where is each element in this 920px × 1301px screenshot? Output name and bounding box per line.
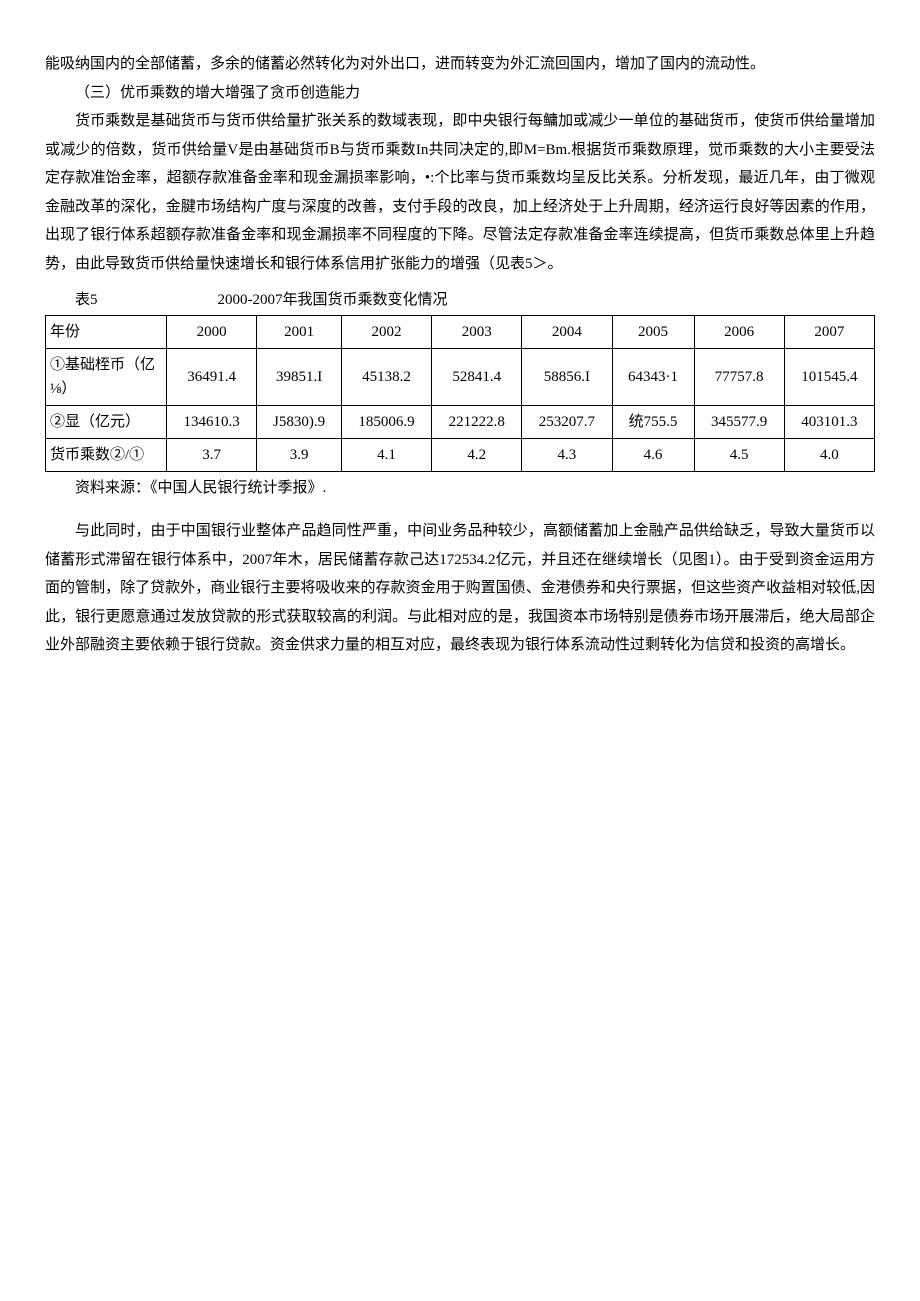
data-cell: 39851.I xyxy=(257,348,342,405)
data-cell: 77757.8 xyxy=(694,348,784,405)
paragraph-1: 能吸纳国内的全部储蓄，多余的储蓄必然转化为对外出口，进而转变为外汇流回国内，增加… xyxy=(45,50,875,79)
data-cell: 253207.7 xyxy=(522,405,612,438)
header-cell: 年份 xyxy=(46,315,167,348)
data-cell: 45138.2 xyxy=(341,348,431,405)
data-cell: 58856.I xyxy=(522,348,612,405)
data-cell: 4.3 xyxy=(522,438,612,471)
section-heading: （三）优币乘数的增大增强了贪币创造能力 xyxy=(45,79,875,108)
header-cell: 2001 xyxy=(257,315,342,348)
data-cell: 3.7 xyxy=(167,438,257,471)
row-label: ②显（亿元） xyxy=(46,405,167,438)
table-header-row: 年份 2000 2001 2002 2003 2004 2005 2006 20… xyxy=(46,315,875,348)
table-source: 资料来源：《中国人民银行统计季报》. xyxy=(75,474,875,503)
paragraph-3: 与此同时，由于中国银行业整体产品趋同性严重，中间业务品种较少，高额储蓄加上金融产… xyxy=(45,517,875,660)
header-cell: 2000 xyxy=(167,315,257,348)
data-cell: J5830).9 xyxy=(257,405,342,438)
data-cell: 64343·1 xyxy=(612,348,694,405)
data-cell: 4.0 xyxy=(784,438,874,471)
header-cell: 2002 xyxy=(341,315,431,348)
data-cell: 4.2 xyxy=(432,438,522,471)
table-title-row: 表5 2000-2007年我国货币乘数变化情况 xyxy=(45,286,875,315)
data-cell: 4.6 xyxy=(612,438,694,471)
data-cell: 101545.4 xyxy=(784,348,874,405)
table-row: ②显（亿元） 134610.3 J5830).9 185006.9 221222… xyxy=(46,405,875,438)
data-cell: 52841.4 xyxy=(432,348,522,405)
data-table: 年份 2000 2001 2002 2003 2004 2005 2006 20… xyxy=(45,315,875,472)
data-cell: 345577.9 xyxy=(694,405,784,438)
table-label: 表5 xyxy=(75,286,98,315)
table-caption: 2000-2007年我国货币乘数变化情况 xyxy=(218,286,448,315)
data-cell: 221222.8 xyxy=(432,405,522,438)
table-row: ①基础桎币（亿⅛） 36491.4 39851.I 45138.2 52841.… xyxy=(46,348,875,405)
data-cell: 4.5 xyxy=(694,438,784,471)
data-cell: 4.1 xyxy=(341,438,431,471)
data-cell: 3.9 xyxy=(257,438,342,471)
header-cell: 2003 xyxy=(432,315,522,348)
table-row: 货币乘数②/① 3.7 3.9 4.1 4.2 4.3 4.6 4.5 4.0 xyxy=(46,438,875,471)
row-label: 货币乘数②/① xyxy=(46,438,167,471)
data-cell: 134610.3 xyxy=(167,405,257,438)
row-label: ①基础桎币（亿⅛） xyxy=(46,348,167,405)
header-cell: 2005 xyxy=(612,315,694,348)
data-cell: 36491.4 xyxy=(167,348,257,405)
data-cell: 统755.5 xyxy=(612,405,694,438)
data-cell: 185006.9 xyxy=(341,405,431,438)
paragraph-2: 货币乘数是基础货币与货币供给量扩张关系的数域表现，即中央银行每鳙加或减少一单位的… xyxy=(45,107,875,278)
header-cell: 2007 xyxy=(784,315,874,348)
header-cell: 2004 xyxy=(522,315,612,348)
header-cell: 2006 xyxy=(694,315,784,348)
data-cell: 403101.3 xyxy=(784,405,874,438)
